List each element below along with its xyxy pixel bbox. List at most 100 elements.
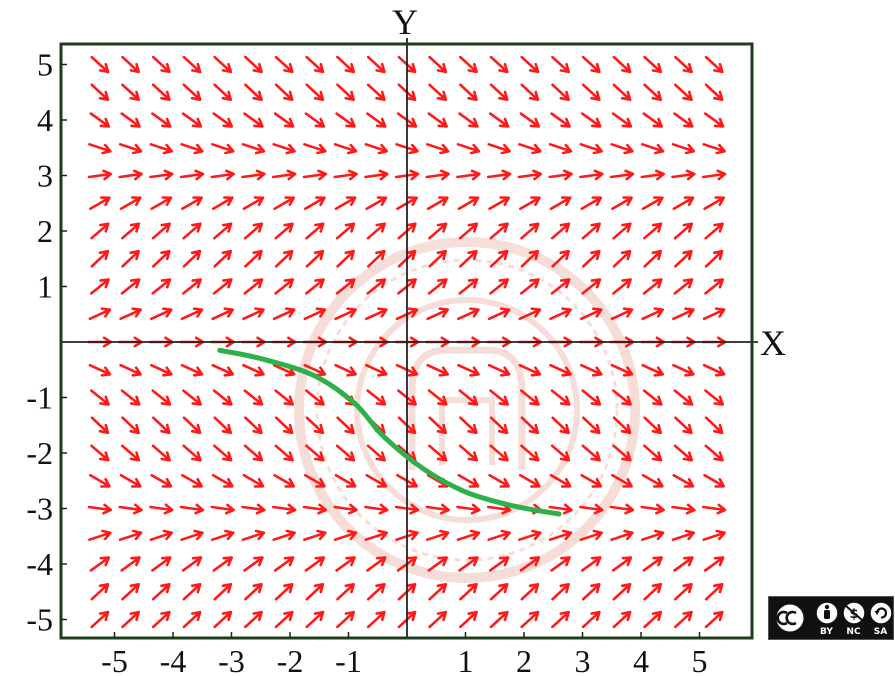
- field-arrow: [675, 114, 693, 127]
- field-arrow: [367, 114, 385, 127]
- field-arrow: [245, 114, 263, 127]
- field-arrow: [614, 251, 630, 266]
- field-arrow: [552, 224, 569, 238]
- field-arrow: [366, 309, 386, 319]
- field-arrow: [491, 85, 507, 100]
- field-arrow: [614, 224, 631, 238]
- field-arrow: [122, 114, 140, 127]
- field-arrow: [184, 251, 200, 266]
- field-arrow: [182, 198, 201, 209]
- field-arrow: [337, 114, 355, 127]
- y-tick-label: -2: [26, 435, 53, 471]
- field-arrow: [91, 558, 109, 571]
- field-arrow: [583, 57, 599, 72]
- field-arrow: [706, 85, 722, 100]
- field-arrow: [611, 171, 633, 179]
- field-arrow: [338, 251, 354, 266]
- field-arrow: [120, 171, 142, 179]
- field-arrow: [182, 144, 203, 153]
- field-arrow: [490, 198, 509, 209]
- field-arrow: [706, 280, 723, 294]
- field-arrow: [705, 198, 724, 209]
- field-arrow: [276, 612, 292, 627]
- field-arrow: [276, 280, 293, 294]
- field-arrow: [337, 57, 353, 72]
- field-arrow: [212, 505, 234, 513]
- field-arrow: [215, 584, 231, 599]
- field-arrow: [706, 584, 722, 599]
- field-arrow: [212, 531, 233, 540]
- field-arrow: [519, 144, 540, 153]
- field-arrow: [304, 505, 326, 513]
- field-arrow: [458, 309, 478, 319]
- field-arrow: [307, 418, 323, 433]
- field-arrow: [644, 114, 662, 127]
- field-arrow: [490, 114, 508, 127]
- field-arrow: [460, 446, 477, 460]
- field-arrow: [214, 114, 232, 127]
- field-arrow: [706, 57, 722, 72]
- field-arrow: [675, 418, 691, 433]
- field-arrow: [460, 612, 476, 627]
- field-arrow: [675, 612, 691, 627]
- field-arrow: [182, 531, 203, 540]
- field-arrow: [428, 198, 447, 209]
- field-arrow: [460, 224, 477, 238]
- field-arrow: [243, 505, 265, 513]
- field-arrow: [304, 531, 325, 540]
- field-arrow: [491, 584, 507, 599]
- field-arrow: [582, 198, 601, 209]
- field-arrow: [491, 612, 507, 627]
- field-arrow: [92, 584, 108, 599]
- field-arrow: [427, 531, 448, 540]
- field-arrow: [306, 114, 324, 127]
- field-arrow: [673, 144, 694, 153]
- field-arrow: [428, 309, 448, 319]
- field-arrow: [245, 251, 261, 266]
- field-arrow: [89, 144, 110, 153]
- field-arrow: [643, 309, 663, 319]
- by-icon: [816, 602, 838, 624]
- y-tick-label: 5: [37, 47, 53, 83]
- field-arrow: [245, 280, 262, 294]
- field-arrow: [184, 85, 200, 100]
- field-arrow: [704, 309, 724, 319]
- field-arrow: [90, 198, 109, 209]
- field-arrow: [213, 365, 233, 375]
- field-arrow: [706, 446, 723, 460]
- field-arrow: [304, 144, 325, 153]
- field-arrow: [153, 280, 170, 294]
- field-arrow: [243, 144, 264, 153]
- cc-license-badge[interactable]: $ BY NC SA: [768, 596, 894, 640]
- field-arrow: [675, 446, 692, 460]
- field-arrow: [583, 446, 600, 460]
- field-arrow: [123, 418, 139, 433]
- field-arrow: [182, 475, 201, 486]
- field-arrow: [551, 309, 571, 319]
- field-arrow: [307, 251, 323, 266]
- sa-icon: [870, 602, 892, 624]
- field-arrow: [307, 57, 323, 72]
- field-arrow: [273, 171, 295, 179]
- field-arrow: [306, 391, 323, 405]
- field-arrow: [365, 171, 387, 179]
- field-arrow: [645, 584, 661, 599]
- field-arrow: [460, 57, 476, 72]
- field-arrow: [335, 144, 356, 153]
- field-arrow: [153, 251, 169, 266]
- field-arrow: [121, 475, 140, 486]
- field-arrow: [152, 558, 170, 571]
- field-arrow: [213, 475, 232, 486]
- field-arrow: [583, 584, 599, 599]
- field-arrow: [121, 309, 141, 319]
- badge-label-sa: SA: [867, 627, 894, 637]
- field-arrow: [489, 309, 509, 319]
- field-arrow: [427, 144, 448, 153]
- field-arrow: [614, 612, 630, 627]
- field-arrow: [276, 391, 293, 405]
- field-arrow: [153, 391, 170, 405]
- field-arrow: [519, 531, 540, 540]
- field-arrow: [92, 612, 108, 627]
- field-arrow: [550, 144, 571, 153]
